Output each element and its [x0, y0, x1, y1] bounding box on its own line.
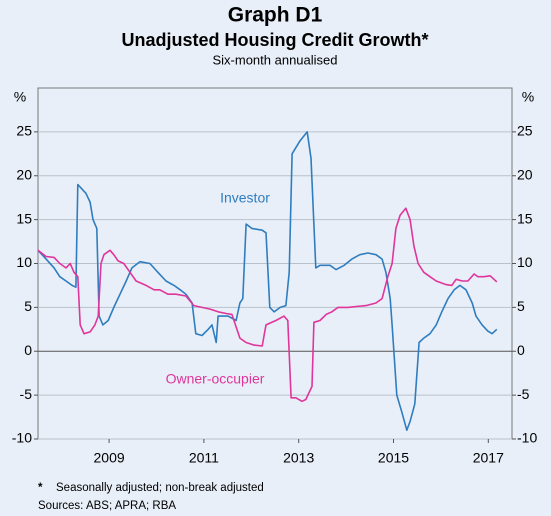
y-tick-label-right: 20: [517, 166, 533, 182]
y-tick-label-right: 15: [517, 210, 533, 226]
y-tick-label-left: 10: [16, 254, 32, 270]
y-tick-label-left: 0: [24, 342, 32, 358]
footnote-marker: *: [38, 482, 43, 494]
y-tick-label-right: -5: [517, 386, 530, 402]
chart-note: Six-month annualised: [212, 52, 337, 67]
y-tick-label-left: 20: [16, 166, 32, 182]
y-tick-label-right: 10: [517, 254, 533, 270]
x-tick-label: 2011: [189, 450, 219, 466]
y-tick-label-right: 5: [517, 298, 525, 314]
chart-title: Graph D1: [228, 4, 323, 27]
y-tick-label-left: 15: [16, 210, 32, 226]
x-tick-label: 2017: [473, 450, 504, 466]
y-unit-left: %: [14, 89, 26, 105]
y-tick-label-left: -10: [12, 430, 32, 446]
y-tick-label-right: 25: [517, 123, 533, 139]
footnote: Seasonally adjusted; non-break adjusted: [56, 482, 264, 494]
chart-subtitle: Unadjusted Housing Credit Growth*: [121, 30, 428, 50]
series-label: Owner-occupier: [166, 371, 265, 387]
series-line: [37, 207, 498, 403]
x-tick-label: 2015: [378, 450, 409, 466]
x-tick-label: 2013: [283, 450, 314, 466]
series-label: Investor: [220, 190, 270, 206]
y-tick-label-left: -5: [20, 386, 33, 402]
y-tick-label-left: 5: [24, 298, 32, 314]
x-tick-label: 2009: [94, 450, 125, 466]
series-line: [37, 131, 498, 431]
y-tick-label-left: 25: [16, 123, 32, 139]
y-unit-right: %: [522, 89, 534, 105]
y-tick-label-right: 0: [517, 342, 525, 358]
sources: Sources: ABS; APRA; RBA: [38, 500, 176, 512]
y-tick-label-right: -10: [517, 430, 537, 446]
